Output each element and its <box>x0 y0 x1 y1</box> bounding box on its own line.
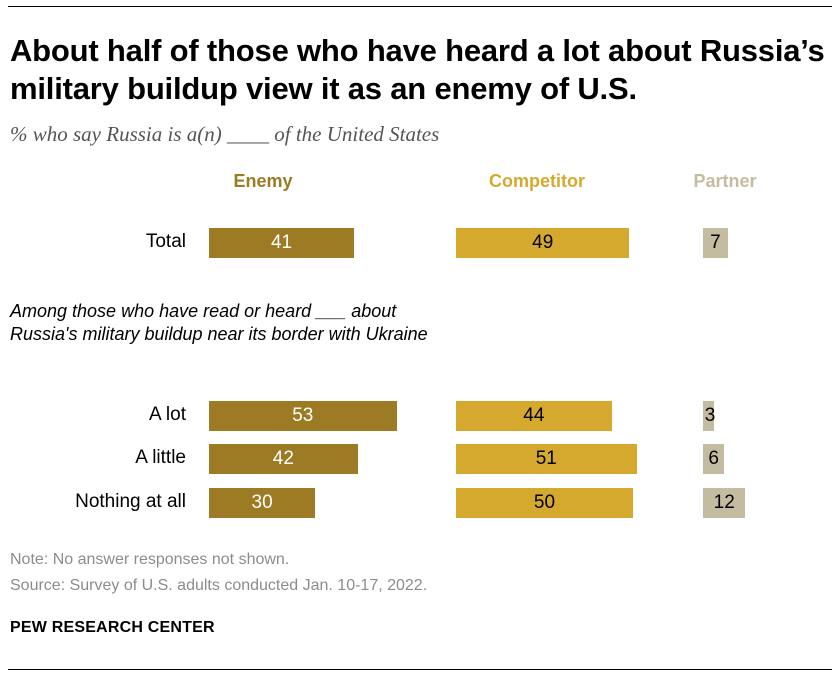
bar-partner <box>703 488 746 518</box>
bar-partner <box>703 444 725 474</box>
data-label: 53 <box>292 405 314 426</box>
note-text: Note: No answer responses not shown. <box>10 551 290 568</box>
category-label: A lot <box>149 404 186 425</box>
source-text: Source: Survey of U.S. adults conducted … <box>10 577 428 594</box>
bottom-rule <box>8 669 832 670</box>
bar-competitor <box>456 228 630 258</box>
category-label: A little <box>135 447 186 468</box>
data-label: 6 <box>708 448 719 469</box>
bar-competitor <box>456 401 612 431</box>
bar-enemy <box>209 444 358 474</box>
data-label: 44 <box>523 405 545 426</box>
pew-logo-text: PEW RESEARCH CENTER <box>10 619 215 636</box>
data-label: 51 <box>535 448 557 469</box>
bar-enemy <box>209 488 316 518</box>
data-label: 49 <box>532 232 554 253</box>
category-label: Total <box>145 231 186 252</box>
bar-partner <box>703 401 714 431</box>
data-label: 42 <box>272 448 294 469</box>
chart-title: About half of those who have heard a lot… <box>10 33 825 106</box>
bar-competitor <box>456 488 633 518</box>
bar-competitor <box>456 444 637 474</box>
bar-enemy <box>209 228 355 258</box>
group-label: Among those who have read or heard ___ a… <box>10 301 428 344</box>
top-rule <box>8 6 832 7</box>
data-label: 30 <box>251 492 273 513</box>
data-label: 50 <box>533 492 556 513</box>
legend-enemy: Enemy <box>233 171 293 191</box>
data-label: 12 <box>713 492 735 513</box>
bar-enemy <box>209 401 397 431</box>
data-label: 7 <box>710 232 721 253</box>
bar-partner <box>703 228 728 258</box>
legend-competitor: Competitor <box>489 171 585 191</box>
category-label: Nothing at all <box>75 491 186 512</box>
data-label: 41 <box>270 232 293 253</box>
data-label: 3 <box>704 405 716 426</box>
legend-partner: Partner <box>693 171 757 191</box>
chart-subtitle: % who say Russia is a(n) ____ of the Uni… <box>10 122 440 146</box>
